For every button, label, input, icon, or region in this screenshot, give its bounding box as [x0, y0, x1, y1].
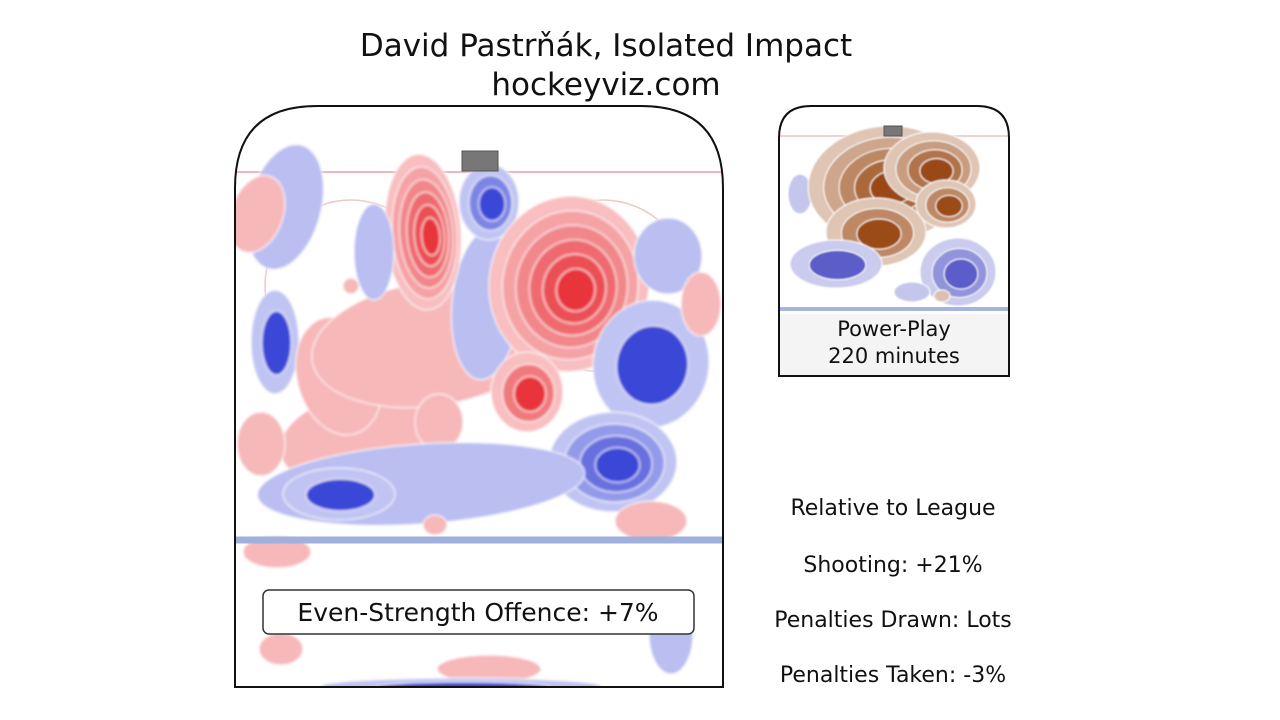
- es-above-region: [680, 271, 722, 337]
- penalties-drawn-stat: Penalties Drawn: Lots: [774, 608, 1012, 633]
- es-above-region: [414, 393, 464, 451]
- es-above-region: [420, 216, 441, 256]
- svg-text:Even-Strength Offence: +7%: Even-Strength Offence: +7%: [297, 598, 658, 627]
- es-below-region: [305, 478, 376, 512]
- power-play-heatmap: Power-Play 220 minutes: [778, 105, 1010, 377]
- es-above-region: [614, 500, 688, 542]
- es-above-region: [242, 535, 312, 569]
- chart-subtitle: hockeyviz.com: [491, 67, 721, 103]
- pp-label-line2: 220 minutes: [828, 344, 960, 368]
- es-above-region: [342, 277, 360, 295]
- es-above-region: [258, 632, 304, 666]
- pp-rink-boards: [778, 105, 1010, 377]
- pp-below-region: [808, 249, 867, 281]
- pp-above-region: [933, 289, 951, 303]
- es-below-region: [478, 186, 506, 222]
- es-below-region: [615, 325, 689, 406]
- pp-above-region: [935, 194, 963, 218]
- pp-impact-regions: [787, 125, 997, 307]
- net-marker: [461, 150, 499, 172]
- pp-below-region: [893, 281, 931, 303]
- es-below-region: [261, 310, 292, 376]
- even-strength-heatmap: Even-Strength Offence: +7%: [234, 105, 724, 688]
- es-above-region: [236, 411, 286, 477]
- es-below-region: [353, 203, 395, 301]
- es-below-region: [594, 447, 641, 483]
- even-strength-label: Even-Strength Offence: +7%: [262, 589, 695, 635]
- shooting-stat: Shooting: +21%: [803, 553, 983, 578]
- es-above-region: [513, 375, 547, 413]
- chart-title: David Pastrňák, Isolated Impact: [359, 28, 853, 64]
- stats-header: Relative to League: [790, 496, 996, 521]
- es-above-region: [555, 268, 596, 312]
- rink-boards: [234, 105, 724, 688]
- pp-below-region: [943, 258, 979, 290]
- pp-net-marker: [883, 125, 903, 137]
- es-above-region: [422, 514, 448, 536]
- es-below-region: [633, 217, 703, 295]
- pp-above-region: [856, 218, 902, 250]
- penalties-taken-stat: Penalties Taken: -3%: [779, 663, 1007, 688]
- pp-label-line1: Power-Play: [837, 317, 951, 341]
- es-above-region: [235, 174, 286, 254]
